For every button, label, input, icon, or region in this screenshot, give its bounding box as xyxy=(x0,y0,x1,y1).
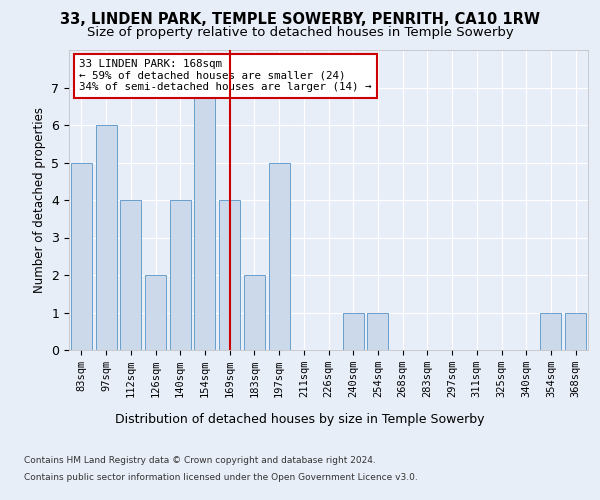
Bar xyxy=(194,88,215,350)
Text: Contains HM Land Registry data © Crown copyright and database right 2024.: Contains HM Land Registry data © Crown c… xyxy=(24,456,376,465)
Bar xyxy=(170,200,191,350)
Y-axis label: Number of detached properties: Number of detached properties xyxy=(33,107,46,293)
Bar xyxy=(269,162,290,350)
Bar xyxy=(565,312,586,350)
Bar xyxy=(145,275,166,350)
Text: Distribution of detached houses by size in Temple Sowerby: Distribution of detached houses by size … xyxy=(115,412,485,426)
Bar xyxy=(120,200,141,350)
Bar xyxy=(95,125,116,350)
Text: 33, LINDEN PARK, TEMPLE SOWERBY, PENRITH, CA10 1RW: 33, LINDEN PARK, TEMPLE SOWERBY, PENRITH… xyxy=(60,12,540,28)
Bar xyxy=(219,200,240,350)
Bar xyxy=(367,312,388,350)
Bar xyxy=(244,275,265,350)
Text: Contains public sector information licensed under the Open Government Licence v3: Contains public sector information licen… xyxy=(24,474,418,482)
Bar xyxy=(343,312,364,350)
Text: Size of property relative to detached houses in Temple Sowerby: Size of property relative to detached ho… xyxy=(86,26,514,39)
Bar xyxy=(541,312,562,350)
Bar xyxy=(71,162,92,350)
Text: 33 LINDEN PARK: 168sqm
← 59% of detached houses are smaller (24)
34% of semi-det: 33 LINDEN PARK: 168sqm ← 59% of detached… xyxy=(79,59,372,92)
